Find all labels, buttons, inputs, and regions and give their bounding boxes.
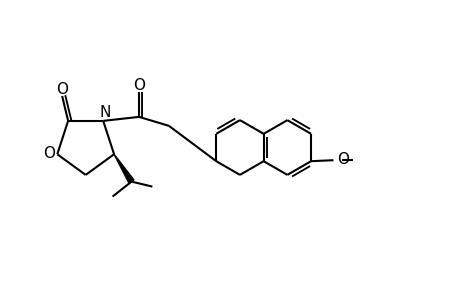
Text: O: O — [43, 146, 55, 161]
Text: N: N — [99, 105, 111, 120]
Polygon shape — [114, 154, 134, 183]
Text: O: O — [133, 78, 145, 93]
Text: O: O — [56, 82, 68, 97]
Text: O: O — [337, 152, 349, 167]
